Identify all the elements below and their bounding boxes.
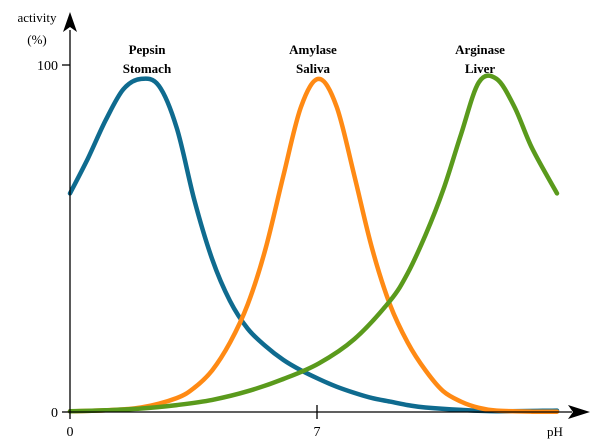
curves-layer bbox=[67, 73, 560, 414]
x-axis-title: pH bbox=[547, 424, 563, 439]
arginase-label-line-1: Arginase bbox=[455, 42, 505, 57]
pepsin-label-line-2: Stomach bbox=[123, 61, 172, 76]
amylase-label-line-2: Saliva bbox=[296, 61, 330, 76]
y-axis-title-line-1: activity bbox=[18, 10, 57, 25]
y-axis-arrowhead bbox=[63, 12, 77, 32]
x-axis-arrowhead bbox=[568, 405, 590, 419]
amylase-label-line-1: Amylase bbox=[289, 42, 337, 57]
y-axis-title-line-2: (%) bbox=[27, 32, 47, 47]
arginase-label-line-2: Liver bbox=[465, 61, 496, 76]
x-tick-label-0: 0 bbox=[67, 425, 74, 440]
y-tick-label-0: 0 bbox=[51, 406, 58, 421]
y-tick-label-100: 100 bbox=[37, 59, 58, 74]
amylase-curve bbox=[67, 76, 560, 414]
pepsin-curve bbox=[67, 76, 560, 414]
arginase-curve bbox=[67, 73, 560, 414]
x-tick-label-7: 7 bbox=[314, 425, 321, 440]
pepsin-label-line-1: Pepsin bbox=[129, 42, 167, 57]
